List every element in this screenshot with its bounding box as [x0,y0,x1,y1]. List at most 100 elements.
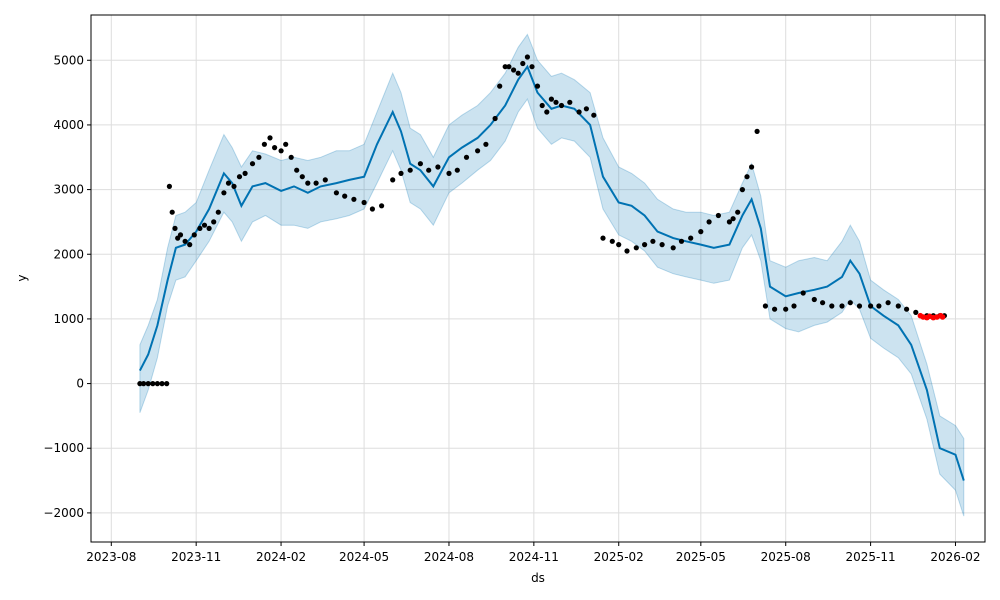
y-tick-label: 3000 [53,183,84,197]
observed-point [236,174,243,180]
observed-point [305,180,311,186]
observed-point [904,306,910,312]
observed-point [182,238,188,244]
observed-point [715,212,722,219]
observed-point [313,180,319,186]
observed-point [492,115,498,122]
observed-point [145,381,151,387]
observed-point [261,141,267,147]
observed-point [876,303,882,309]
observed-point [483,141,489,147]
observed-point [159,381,165,387]
y-tick-label: 1000 [53,312,84,326]
observed-point [529,64,535,70]
observed-point [288,154,294,160]
observed-point [299,174,305,180]
observed-point [659,242,665,248]
observed-point [454,167,460,173]
observed-point [772,306,778,312]
y-tick-label: −2000 [43,506,84,520]
observed-point [633,245,639,251]
observed-point [744,174,750,180]
observed-point [201,222,208,228]
observed-point [390,177,396,183]
observed-point [749,164,755,170]
observed-point [515,70,521,76]
observed-point [225,180,232,186]
observed-point [221,190,227,196]
observed-point [739,187,746,193]
y-tick-label: 0 [76,377,84,391]
x-tick-label: 2023-08 [86,550,136,564]
observed-point [600,235,606,241]
observed-point [322,177,328,183]
observed-point [351,196,357,202]
observed-point [206,225,212,231]
observed-point [567,99,573,105]
observed-point [154,381,160,387]
observed-point [506,64,512,70]
observed-point [583,106,590,112]
x-tick-label: 2024-11 [509,550,559,564]
recent-point [939,314,946,320]
x-tick-label: 2026-02 [930,550,980,564]
observed-point [548,96,555,102]
x-tick-label: 2025-02 [594,550,644,564]
observed-point [510,67,517,73]
observed-point [407,167,413,173]
observed-point [197,225,203,231]
x-tick-label: 2024-08 [424,550,474,564]
observed-point [475,148,481,154]
observed-point [913,309,919,315]
y-tick-label: 2000 [53,247,84,261]
observed-point [576,109,582,115]
observed-point [895,303,901,309]
observed-point [885,300,891,306]
observed-point [150,381,156,387]
observed-point [398,170,404,176]
observed-point [177,232,184,238]
observed-point [231,183,237,189]
observed-point [215,209,221,215]
observed-point [624,248,630,254]
y-tick-label: 4000 [53,118,84,132]
observed-point [800,290,806,296]
observed-point [811,296,817,303]
observed-point [342,193,348,199]
observed-point [544,109,550,115]
observed-point [435,164,441,170]
observed-points [137,54,948,387]
observed-point [650,238,656,244]
observed-point [463,154,470,160]
observed-point [249,161,256,167]
observed-point [783,306,789,312]
observed-point [856,303,863,309]
observed-point [211,219,217,225]
observed-point [820,300,826,306]
observed-point [524,54,531,60]
observed-point [191,232,197,238]
y-axis-label: y [15,274,29,281]
observed-point [616,242,622,248]
observed-point [169,209,175,215]
observed-point [726,219,733,225]
y-axis-ticks: −2000 −1000 0 1000 2000 3000 4000 5000 [43,53,91,520]
forecast-line-path [139,64,965,481]
y-tick-label: −1000 [43,441,84,455]
observed-point [446,170,452,176]
observed-point [847,300,853,306]
plot-frame [90,14,986,543]
observed-point [283,141,289,147]
observed-point [698,229,704,235]
observed-point [256,154,262,160]
observed-point [678,238,685,244]
observed-point [369,206,375,212]
x-tick-label: 2023-11 [171,550,221,564]
recent-points [917,312,946,321]
observed-point [379,203,385,209]
x-axis-label: ds [531,571,545,585]
observed-point [497,83,503,89]
observed-point [187,242,193,248]
observed-point [730,216,736,222]
observed-point [164,381,170,387]
